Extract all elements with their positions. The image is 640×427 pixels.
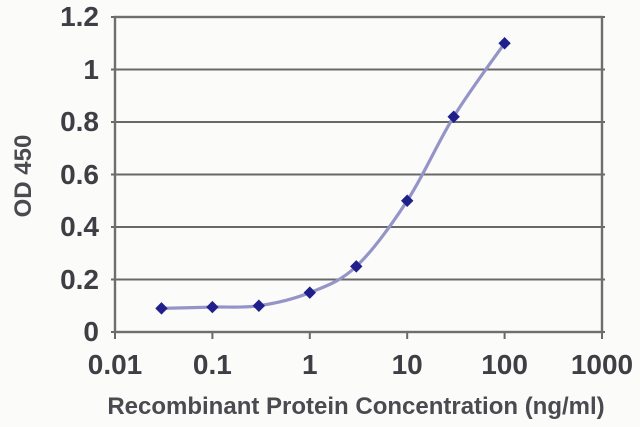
data-point-marker	[350, 260, 363, 273]
y-tick-label: 0.6	[60, 158, 99, 190]
plot-border	[113, 15, 604, 334]
x-tick-label: 1000	[570, 349, 634, 380]
data-point-marker	[401, 194, 414, 207]
series-line	[159, 41, 507, 310]
x-tick-label: 1	[302, 349, 318, 380]
y-tick-label: 0.2	[60, 263, 99, 295]
x-tick-label: 10	[391, 349, 423, 380]
y-tick-label: 1.2	[60, 1, 99, 32]
data-point-marker	[252, 299, 266, 312]
x-tick-label: 100	[481, 349, 528, 380]
x-tick-label: 0.1	[192, 349, 232, 380]
data-point-marker	[498, 37, 511, 50]
x-axis-title: Recombinant Protein Concentration (ng/ml…	[107, 393, 605, 420]
x-tick-label: 0.01	[87, 349, 143, 380]
y-tick-label: 0.8	[60, 106, 99, 137]
data-point-marker	[155, 302, 168, 315]
data-point-marker	[206, 300, 219, 314]
y-tick-label: 0.4	[60, 211, 99, 242]
data-point-marker	[447, 110, 460, 123]
data-point-marker	[303, 286, 316, 299]
y-tick-label: 0	[83, 316, 99, 347]
y-tick-label: 1	[83, 53, 99, 85]
